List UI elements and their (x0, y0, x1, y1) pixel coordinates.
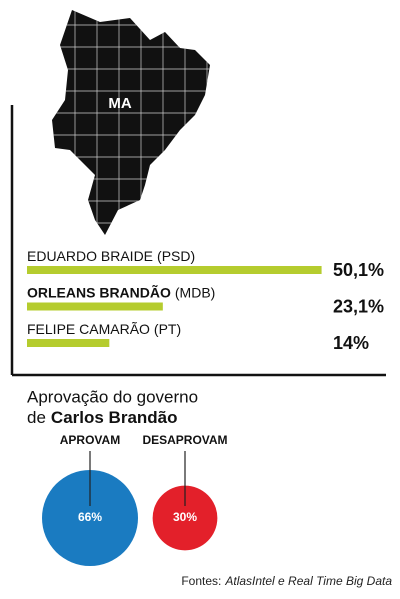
section-title: de Carlos Brandão (27, 408, 178, 427)
source-label: Fontes: (181, 574, 221, 588)
source-name: AtlasIntel e Real Time Big Data (224, 574, 392, 588)
bubble (42, 470, 138, 566)
candidate-party: (MDB) (175, 284, 215, 300)
value-label: 50,1% (333, 260, 384, 280)
map-label: MA (108, 95, 131, 112)
value-label: 23,1% (333, 296, 384, 316)
bubble (152, 485, 218, 551)
bar (27, 266, 322, 274)
value-label: 14% (333, 333, 369, 353)
candidate-party: (PT) (154, 321, 181, 337)
candidate-label: EDUARDO BRAIDE (PSD) (27, 248, 195, 264)
section-title-prefix: de (27, 408, 46, 427)
bubble-category: DESAPROVAM (142, 433, 227, 447)
section-title-highlight: Carlos Brandão (51, 408, 178, 427)
section-title: Aprovação do governo (27, 387, 198, 406)
bar (27, 302, 163, 311)
candidate-name: ORLEANS BRANDÃO (27, 283, 171, 300)
bubble-label: 30% (173, 510, 197, 524)
bar (27, 339, 110, 347)
bubble-label: 66% (78, 510, 102, 524)
map: MA (52, 10, 210, 235)
bubble-category: APROVAM (60, 433, 120, 447)
candidate-name: FELIPE CAMARÃO (27, 321, 150, 337)
candidate-party: (PSD) (157, 248, 195, 264)
candidate-label: FELIPE CAMARÃO (PT) (27, 321, 181, 337)
map-grid (52, 10, 210, 235)
source: Fontes: AtlasIntel e Real Time Big Data (181, 574, 392, 588)
map-shape (52, 10, 210, 235)
candidate-name: EDUARDO BRAIDE (27, 248, 153, 264)
candidate-label: ORLEANS BRANDÃO (MDB) (27, 283, 215, 300)
